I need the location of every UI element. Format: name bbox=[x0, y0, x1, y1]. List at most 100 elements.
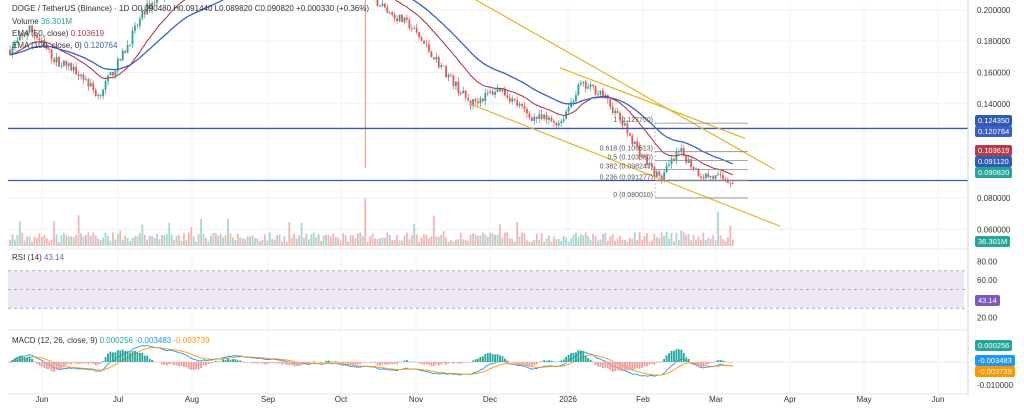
candle-body bbox=[481, 98, 484, 102]
candle-body bbox=[418, 32, 421, 38]
volume-bar bbox=[40, 236, 43, 246]
volume-bar bbox=[643, 236, 646, 246]
volume-bar bbox=[670, 233, 673, 246]
macd-histogram-bar bbox=[518, 362, 521, 365]
volume-bar bbox=[712, 235, 715, 246]
macd-histogram-bar bbox=[430, 362, 433, 367]
volume-bar bbox=[575, 232, 577, 246]
rsi-pane bbox=[8, 270, 968, 309]
macd-histogram-bar bbox=[577, 350, 580, 362]
candle-body bbox=[393, 14, 396, 19]
volume-bar bbox=[207, 241, 210, 246]
macd-histogram-bar bbox=[450, 362, 452, 363]
rsi-value: 43.14 bbox=[44, 253, 65, 262]
candle-body bbox=[633, 141, 636, 145]
volume-bar bbox=[232, 237, 234, 246]
volume-bar bbox=[153, 238, 156, 246]
macd-histogram-bar bbox=[670, 350, 673, 362]
volume-bar bbox=[134, 236, 136, 246]
macd-histogram-bar bbox=[731, 362, 734, 363]
macd-histogram-bar bbox=[241, 361, 244, 363]
badge-macd-line: -0.003483 bbox=[975, 355, 1015, 366]
macd-histogram-bar bbox=[349, 362, 352, 365]
macd-histogram-bar bbox=[376, 362, 379, 366]
macd-histogram-bar bbox=[18, 355, 21, 362]
volume-bar bbox=[36, 237, 38, 246]
legend-macd: MACD (12, 26, close, 9) 0.000256 -0.0034… bbox=[12, 335, 210, 346]
candle-body bbox=[528, 113, 531, 118]
volume-bar bbox=[361, 236, 364, 246]
volume-bar bbox=[200, 218, 202, 246]
badge-level: 0.091120 bbox=[975, 156, 1012, 167]
volume-bar bbox=[477, 235, 479, 246]
candle-body bbox=[636, 141, 639, 146]
volume-bar bbox=[464, 239, 467, 246]
macd-histogram-bar bbox=[141, 352, 144, 362]
macd-histogram-bar bbox=[143, 355, 146, 362]
macd-histogram-bar bbox=[425, 362, 428, 365]
volume-bar bbox=[70, 236, 73, 246]
macd-histogram-bar bbox=[124, 351, 127, 362]
macd-histogram-bar bbox=[192, 362, 195, 371]
volume-bar bbox=[540, 233, 543, 246]
macd-histogram-bar bbox=[114, 352, 117, 362]
macd-histogram-bar bbox=[658, 361, 661, 363]
macd-histogram-bar bbox=[80, 362, 82, 364]
candle-body bbox=[21, 35, 24, 37]
candle-body bbox=[729, 182, 732, 184]
time-axis-label: May bbox=[856, 395, 871, 404]
macd-histogram-bar bbox=[589, 359, 592, 362]
volume-bar bbox=[55, 234, 58, 246]
macd-histogram-bar bbox=[714, 361, 717, 362]
volume-bar bbox=[77, 215, 80, 246]
volume-bar bbox=[21, 232, 24, 246]
candle-body bbox=[403, 17, 406, 23]
volume-bar bbox=[418, 241, 421, 246]
macd-histogram-bar bbox=[317, 362, 320, 363]
volume-bar bbox=[58, 241, 60, 246]
candle-body bbox=[92, 83, 95, 90]
volume-bar bbox=[129, 241, 131, 246]
macd-histogram-bar bbox=[278, 362, 281, 364]
volume-bar bbox=[467, 240, 470, 246]
candle-body bbox=[619, 112, 621, 120]
macd-histogram-bar bbox=[268, 362, 271, 364]
macd-histogram-bar bbox=[726, 362, 729, 363]
macd-histogram-bar bbox=[545, 360, 548, 362]
volume-bar bbox=[560, 240, 563, 246]
volume-bar bbox=[16, 235, 19, 246]
volume-bar bbox=[347, 241, 349, 246]
macd-histogram-bar bbox=[266, 362, 269, 365]
volume-bar bbox=[597, 240, 599, 246]
candle-body bbox=[442, 65, 445, 67]
macd-histogram-bar bbox=[481, 356, 484, 362]
candle-body bbox=[415, 27, 418, 33]
candle-body bbox=[704, 173, 707, 179]
candle-body bbox=[11, 47, 14, 55]
volume-bar bbox=[126, 237, 129, 246]
macd-histogram-bar bbox=[626, 362, 629, 371]
volume-bar bbox=[484, 234, 487, 246]
volume-bar bbox=[383, 237, 386, 246]
macd-histogram-bar bbox=[202, 362, 205, 366]
macd-histogram-bar bbox=[249, 362, 251, 363]
volume-bar bbox=[665, 231, 668, 246]
macd-histogram-bar bbox=[99, 362, 102, 364]
macd-histogram-bar bbox=[530, 362, 533, 367]
volume-bar bbox=[259, 241, 261, 246]
volume-bar bbox=[633, 232, 636, 246]
legend-rsi: RSI (14) 43.14 bbox=[12, 252, 64, 263]
candle-body bbox=[104, 81, 107, 90]
candle-body bbox=[410, 28, 413, 30]
volume-bar bbox=[276, 235, 278, 246]
volume-bar bbox=[570, 238, 572, 246]
macd-histogram-bar bbox=[14, 358, 16, 362]
candle-body bbox=[609, 99, 612, 107]
macd-histogram-bar bbox=[26, 357, 29, 362]
volume-bar bbox=[268, 232, 271, 246]
candle-body bbox=[643, 156, 646, 158]
candle-body bbox=[126, 44, 129, 53]
volume-bar bbox=[14, 239, 16, 246]
macd-histogram-bar bbox=[217, 361, 220, 363]
